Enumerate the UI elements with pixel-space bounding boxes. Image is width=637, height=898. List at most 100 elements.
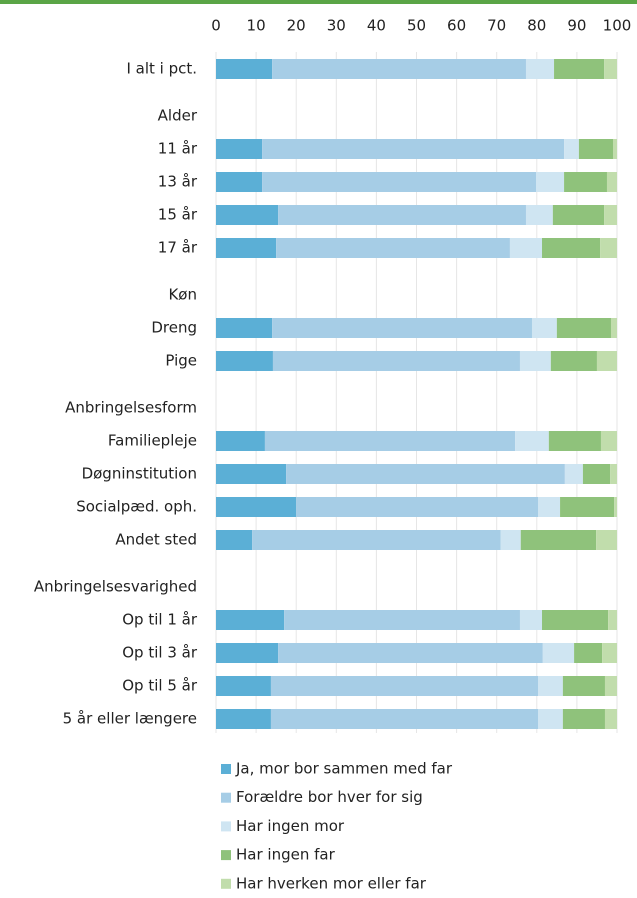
bar-segment <box>531 318 557 338</box>
bar-segment <box>542 643 575 663</box>
bar-segment <box>610 318 617 338</box>
bar-segment <box>216 59 273 79</box>
x-tick-label: 100 <box>603 17 632 35</box>
category-label: Op til 1 år <box>122 611 198 629</box>
bar-segment <box>550 351 597 371</box>
category-label: Familiepleje <box>108 432 197 450</box>
bar-segment <box>548 431 601 451</box>
bar-segment <box>216 172 263 192</box>
bar-segment <box>600 238 617 258</box>
bar-segment <box>272 59 526 79</box>
category-label: Døgninstitution <box>82 465 197 483</box>
bar-segment <box>596 530 617 550</box>
bar-segment <box>216 530 253 550</box>
bar-segment <box>602 643 617 663</box>
bar-segment <box>564 139 579 159</box>
category-label: 13 år <box>158 173 198 191</box>
bar-segment <box>216 318 273 338</box>
bar-segment <box>604 709 617 729</box>
bar-segment <box>276 238 510 258</box>
bar-segment <box>216 238 277 258</box>
category-label: Køn <box>168 286 197 304</box>
bar-segment <box>600 431 617 451</box>
bar-segment <box>216 464 287 484</box>
bar-segment <box>614 497 617 517</box>
category-label: Alder <box>158 107 198 125</box>
bar-segment <box>525 205 553 225</box>
bar-segment <box>296 497 539 517</box>
bar-segment <box>515 431 549 451</box>
category-label: Op til 5 år <box>122 677 198 695</box>
category-label: Anbringelsesvarighed <box>34 578 197 596</box>
legend-label: Har ingen mor <box>236 817 345 835</box>
bar-segment <box>554 59 605 79</box>
category-label: Pige <box>165 352 197 370</box>
bar-segment <box>608 610 617 630</box>
category-label: 11 år <box>158 140 198 158</box>
bar-segment <box>562 676 605 696</box>
bar-segment <box>216 610 285 630</box>
bar-segment <box>216 676 271 696</box>
bar-segment <box>509 238 543 258</box>
bar-segment <box>278 643 543 663</box>
bar-segment <box>216 643 279 663</box>
bar-segment <box>538 497 561 517</box>
bar-segment <box>542 238 601 258</box>
bar-segment <box>552 205 605 225</box>
bar-segment <box>278 205 526 225</box>
bar-segment <box>216 431 265 451</box>
legend-swatch <box>221 764 231 774</box>
bar-segment <box>252 530 501 550</box>
bar-segment <box>216 497 297 517</box>
category-label: Andet sted <box>115 531 197 549</box>
bar-segment <box>564 464 583 484</box>
category-label: 15 år <box>158 206 198 224</box>
bar-segment <box>519 610 543 630</box>
bar-segment <box>216 205 279 225</box>
category-label: Dreng <box>151 319 197 337</box>
bar-segment <box>262 139 565 159</box>
x-tick-label: 30 <box>327 17 346 35</box>
bar-segment <box>272 318 532 338</box>
bar-segment <box>262 172 536 192</box>
bar-segment <box>538 709 563 729</box>
bar-segment <box>574 643 603 663</box>
bar-segment <box>556 318 611 338</box>
legend-swatch <box>221 821 231 832</box>
bar-segment <box>216 351 273 371</box>
top-rule <box>0 0 637 4</box>
bar-segment <box>286 464 565 484</box>
bar-segment <box>525 59 555 79</box>
bar-segment <box>519 351 551 371</box>
bar-segment <box>610 464 617 484</box>
x-tick-label: 50 <box>407 17 426 35</box>
category-label: Anbringelsesform <box>65 399 197 417</box>
bar-segment <box>560 497 615 517</box>
x-tick-label: 80 <box>527 17 546 35</box>
bar-segment <box>538 676 563 696</box>
category-label: 17 år <box>158 239 198 257</box>
bar-segment <box>604 205 617 225</box>
bar-segment <box>578 139 613 159</box>
x-tick-label: 0 <box>211 17 221 35</box>
bar-segment <box>270 709 539 729</box>
x-tick-label: 10 <box>247 17 266 35</box>
legend-swatch <box>221 878 231 889</box>
x-tick-label: 40 <box>367 17 386 35</box>
legend-label: Forældre bor hver for sig <box>236 788 423 806</box>
legend-label: Ja, mor bor sammen med far <box>235 760 453 778</box>
bar-segment <box>562 709 605 729</box>
category-label: I alt i pct. <box>126 60 197 78</box>
x-tick-label: 20 <box>287 17 306 35</box>
bar-segment <box>535 172 565 192</box>
x-tick-label: 90 <box>567 17 586 35</box>
category-label: Op til 3 år <box>122 644 198 662</box>
bar-segment <box>604 59 617 79</box>
legend-label: Har ingen far <box>236 846 336 864</box>
bar-segment <box>216 139 263 159</box>
legend-label: Har hverken mor eller far <box>236 874 427 892</box>
bar-segment <box>500 530 521 550</box>
legend-swatch <box>221 850 231 861</box>
category-label: 5 år eller længere <box>63 710 197 728</box>
